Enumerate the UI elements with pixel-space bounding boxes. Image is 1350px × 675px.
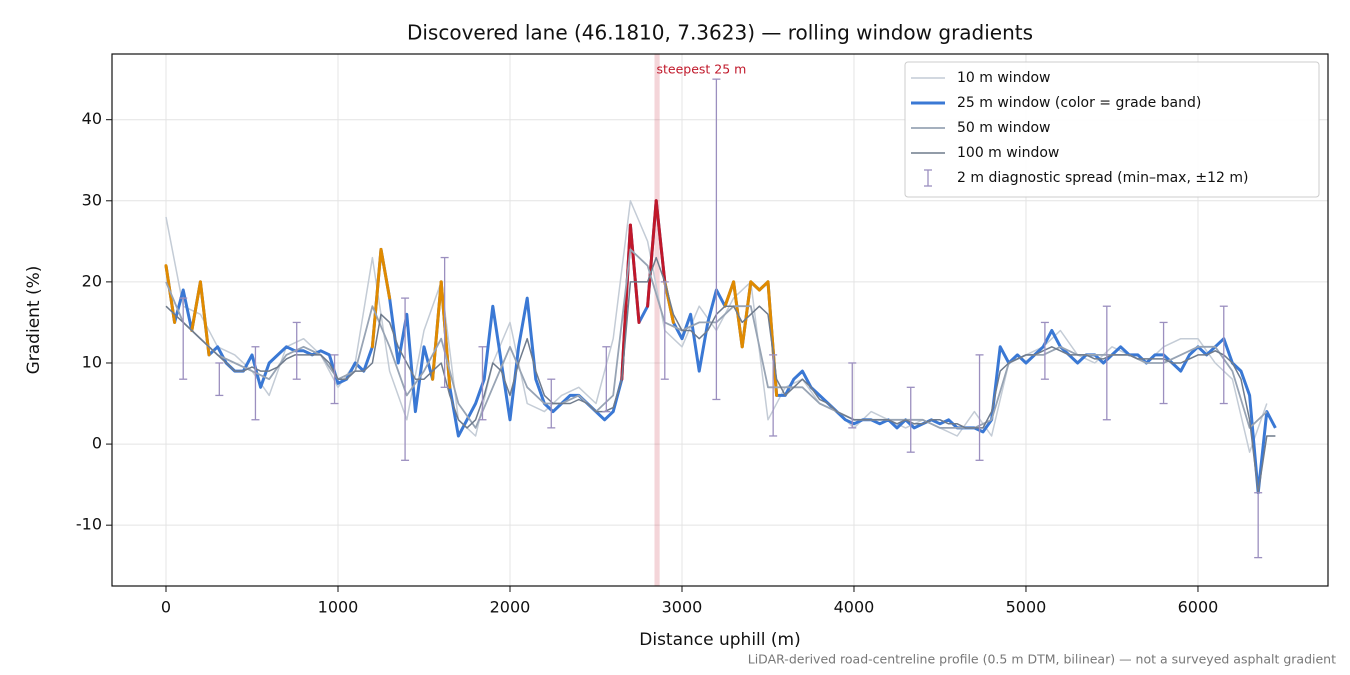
grade-band-segment [757, 280, 770, 292]
series-line [165, 256, 1276, 494]
grade-band-segment [190, 280, 202, 333]
legend-label: 10 m window [957, 70, 1050, 86]
grade-band-segment [723, 280, 736, 308]
plot-frame [111, 53, 1329, 587]
grade-band-segment [628, 223, 641, 324]
grade-band-segment [379, 247, 392, 300]
grade-band-segment [749, 280, 761, 292]
y-tick-label: 40 [82, 109, 102, 128]
y-tick-label: 30 [82, 190, 102, 209]
grade-band-segment [740, 280, 753, 349]
y-tick-label: 20 [82, 271, 102, 290]
y-axis-label: Gradient (%) [24, 266, 44, 375]
grade-band-segment [766, 280, 779, 397]
legend-label: 25 m window (color = grade band) [957, 95, 1201, 111]
y-tick-label: 10 [82, 352, 102, 371]
legend-label: 2 m diagnostic spread (min–max, ±12 m) [957, 170, 1248, 186]
legend-label: 100 m window [957, 145, 1059, 161]
y-tick-label: 0 [92, 434, 102, 453]
x-tick-label: 5000 [1006, 598, 1047, 617]
footnote: LiDAR-derived road-centreline profile (0… [748, 652, 1336, 667]
grade-band-segment [654, 199, 667, 284]
grade-band-segment [439, 280, 452, 389]
x-tick-label: 0 [161, 598, 171, 617]
legend-box [904, 61, 1320, 198]
y-tick-label: -10 [76, 515, 102, 534]
grade-band-segment [198, 280, 211, 357]
grade-band-segment [431, 280, 443, 381]
x-tick-label: 2000 [490, 598, 531, 617]
x-axis-label: Distance uphill (m) [639, 630, 800, 650]
highlight-band [654, 54, 660, 586]
x-tick-label: 6000 [1178, 598, 1219, 617]
grade-band-segment [620, 223, 632, 381]
grade-band-segment [370, 247, 383, 349]
highlight-label: steepest 25 m [656, 62, 746, 77]
plot-area [164, 78, 1277, 559]
x-tick-label: 1000 [318, 598, 359, 617]
x-tick-label: 3000 [662, 598, 703, 617]
grade-band-segment [646, 199, 658, 308]
chart-title: Discovered lane (46.1810, 7.3623) — roll… [407, 21, 1033, 45]
x-tick-label: 4000 [834, 598, 875, 617]
legend-label: 50 m window [957, 120, 1050, 136]
